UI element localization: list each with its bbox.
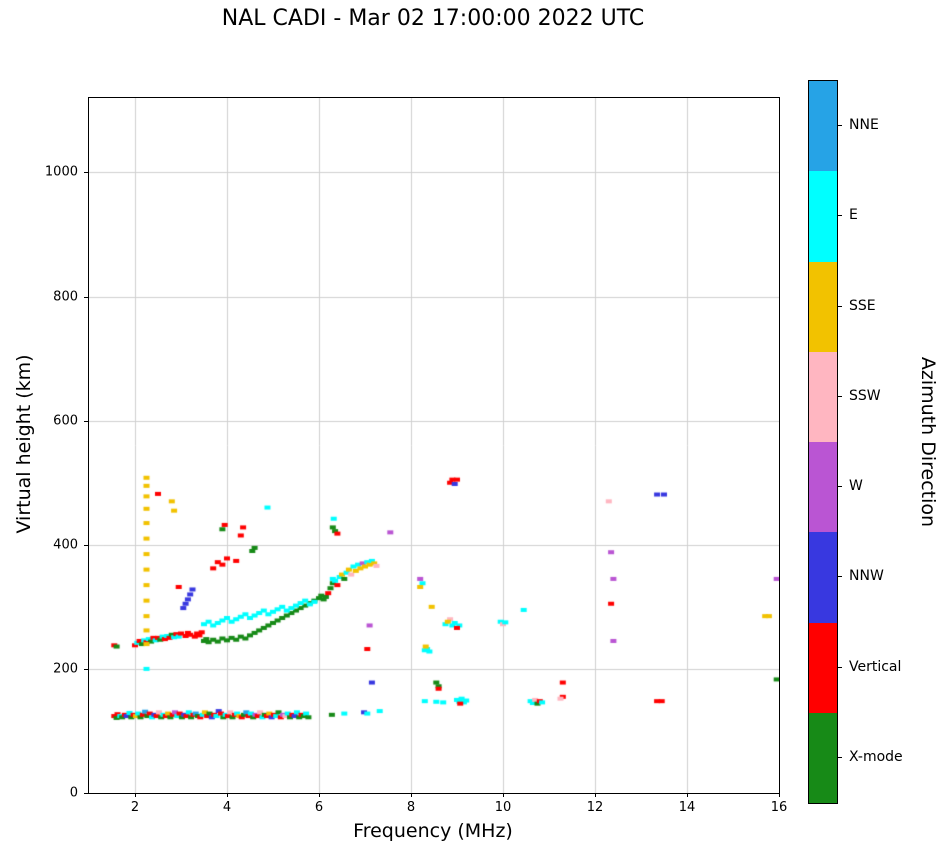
x-tick-mark <box>227 793 228 797</box>
colorbar-tick <box>837 486 842 488</box>
x-tick-mark <box>503 793 504 797</box>
x-tick-mark <box>411 793 412 797</box>
colorbar-segment-nne <box>809 81 837 172</box>
x-tick-mark <box>319 793 320 797</box>
y-tick-label: 200 <box>53 661 78 677</box>
x-tick-label: 2 <box>130 800 140 815</box>
colorbar <box>808 80 838 804</box>
x-tick-label: 8 <box>406 800 416 815</box>
y-tick-label: 0 <box>69 785 78 801</box>
y-tick-label: 1000 <box>44 164 78 180</box>
chart-title: NAL CADI - Mar 02 17:00:00 2022 UTC <box>221 6 645 31</box>
colorbar-segment-ssw <box>809 351 837 442</box>
colorbar-segment-sse <box>809 261 837 352</box>
colorbar-tick <box>837 756 842 758</box>
y-tick-label: 800 <box>53 289 78 305</box>
x-tick-labels: 2 4 6 8 10 12 14 16 <box>89 793 787 823</box>
y-tick-mark <box>84 544 88 546</box>
colorbar-axis-label: Azimuth Direction <box>917 356 939 528</box>
y-tick-mark <box>84 172 88 174</box>
colorbar-tick <box>837 305 842 307</box>
x-tick-label: 14 <box>678 800 696 815</box>
colorbar-tick <box>837 576 842 578</box>
x-tick-label: 4 <box>222 800 232 815</box>
y-tick-mark <box>84 793 88 794</box>
x-tick-mark <box>135 793 136 797</box>
colorbar-segment-w <box>809 442 837 533</box>
y-tick-labels: 0 200 400 600 800 1000 <box>0 98 88 801</box>
colorbar-tick <box>837 395 842 397</box>
y-tick-label: 400 <box>53 537 78 553</box>
colorbar-label-nne: NNE <box>849 117 879 134</box>
x-tick-mark <box>687 793 688 797</box>
x-tick-label: 16 <box>770 800 788 815</box>
y-tick-mark <box>84 668 88 670</box>
x-tick-label: 10 <box>494 800 512 815</box>
colorbar-tick <box>837 215 842 217</box>
x-tick-label: 12 <box>586 800 604 815</box>
scatter-canvas <box>89 98 779 793</box>
x-tick-label: 6 <box>314 800 324 815</box>
y-tick-label: 600 <box>53 413 78 429</box>
x-tick-mark <box>595 793 596 797</box>
x-axis-label: Frequency (MHz) <box>353 820 513 842</box>
x-tick-mark <box>779 793 780 797</box>
y-tick-mark <box>84 296 88 298</box>
colorbar-label-w: W <box>849 478 863 495</box>
colorbar-segment-nnw <box>809 532 837 623</box>
colorbar-labels: NNE E SSE SSW W NNW Vertical X-mode <box>837 80 947 802</box>
plot-area <box>88 97 780 794</box>
colorbar-segment-vertical <box>809 622 837 713</box>
colorbar-label-ssw: SSW <box>849 387 881 404</box>
colorbar-tick <box>837 125 842 127</box>
colorbar-segment-x-mode <box>809 712 837 803</box>
colorbar-label-x-mode: X-mode <box>849 748 903 765</box>
y-tick-mark <box>84 420 88 422</box>
colorbar-segment-e <box>809 171 837 262</box>
colorbar-label-e: E <box>849 207 858 224</box>
colorbar-label-sse: SSE <box>849 297 876 314</box>
colorbar-label-vertical: Vertical <box>849 658 902 675</box>
colorbar-tick <box>837 666 842 668</box>
colorbar-label-nnw: NNW <box>849 568 884 585</box>
